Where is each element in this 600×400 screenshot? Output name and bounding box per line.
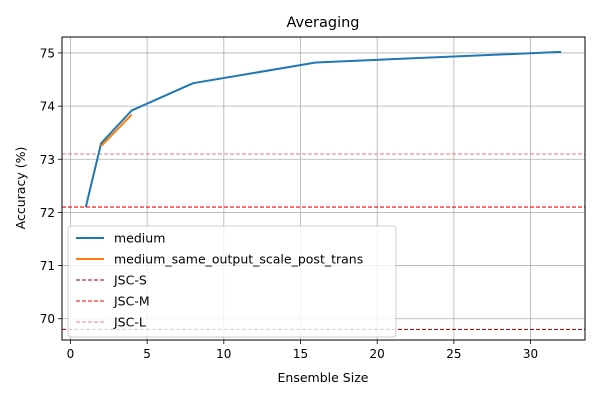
legend-label: JSC-L	[113, 315, 146, 330]
legend: medium medium_same_output_scale_post_tran…	[67, 225, 397, 338]
x-tick-label: 25	[446, 347, 461, 361]
x-tick-label: 15	[293, 347, 308, 361]
plot-frame	[61, 36, 586, 341]
series-lines	[84, 50, 562, 208]
legend-label: medium	[114, 231, 165, 246]
y-tick-label: 72	[40, 206, 55, 220]
y-tick-label: 70	[40, 312, 55, 326]
legend-label: medium_same_output_scale_post_trans	[114, 252, 363, 267]
chart-title: Averaging	[286, 15, 359, 31]
x-tick-label: 5	[143, 347, 151, 361]
x-axis-label: Ensemble Size	[278, 370, 369, 385]
x-tick-label: 20	[370, 347, 385, 361]
legend-box	[67, 225, 397, 338]
x-tick-label: 0	[67, 347, 75, 361]
series-line-1	[84, 50, 562, 208]
legend-label: JSC-S	[113, 273, 147, 288]
y-axis-label: Accuracy (%)	[13, 147, 28, 230]
series-line-2	[100, 113, 133, 147]
y-tick-label: 75	[40, 46, 55, 60]
x-tick-label: 30	[523, 347, 538, 361]
x-tick-label: 10	[216, 347, 231, 361]
y-tick-label: 74	[40, 100, 55, 114]
y-tick-label: 73	[40, 153, 55, 167]
axis-ticks: 0 5 10 15 20 25 30 70 71 72 73 74 75	[40, 46, 538, 361]
legend-label: JSC-M	[113, 294, 150, 309]
y-tick-label: 71	[40, 259, 55, 273]
